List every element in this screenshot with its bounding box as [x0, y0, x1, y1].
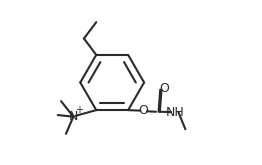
Text: O: O [139, 104, 149, 117]
Text: NH: NH [165, 106, 184, 119]
Text: +: + [75, 105, 83, 115]
Text: N: N [69, 110, 78, 123]
Text: O: O [159, 82, 169, 95]
